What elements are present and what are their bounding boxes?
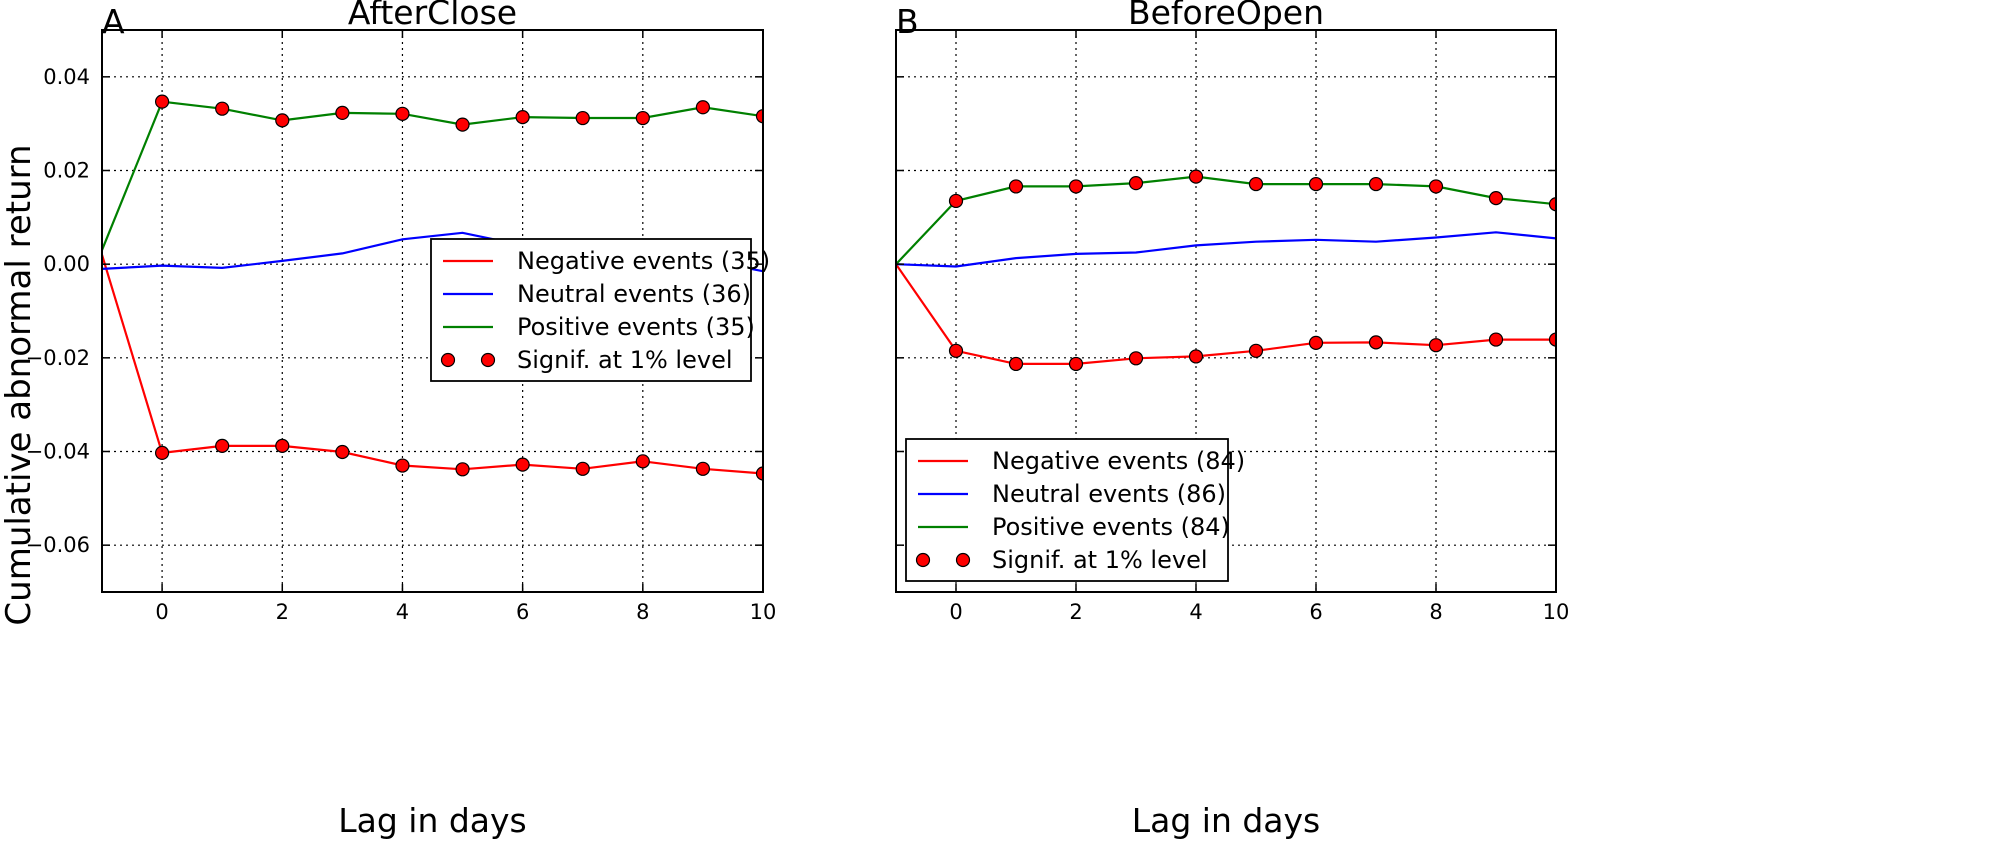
signif-point-positive bbox=[1068, 179, 1084, 194]
signif-point-positive bbox=[1488, 191, 1504, 206]
y-tick-label: −0.02 bbox=[26, 346, 90, 370]
series-line-neutral bbox=[896, 231, 1556, 268]
chart-title: BeforeOpen bbox=[1128, 0, 1324, 32]
y-tick-label: −0.04 bbox=[26, 440, 90, 464]
x-tick-label: 0 bbox=[155, 600, 168, 624]
signif-point-negative bbox=[1068, 356, 1084, 372]
series-line-positive bbox=[896, 175, 1556, 265]
series-line-negative bbox=[896, 263, 1556, 365]
series-line-positive bbox=[102, 100, 763, 251]
legend-marker bbox=[955, 552, 971, 568]
x-tick-label: 4 bbox=[1189, 600, 1202, 624]
x-tick-label: 0 bbox=[949, 600, 962, 624]
signif-point-negative bbox=[1488, 332, 1504, 347]
panel-letter: A bbox=[102, 2, 125, 41]
x-tick-label: 6 bbox=[1309, 600, 1322, 624]
x-tick-label: 8 bbox=[636, 600, 649, 624]
x-tick-label: 4 bbox=[396, 600, 409, 624]
signif-point-negative bbox=[948, 343, 964, 358]
signif-point-positive bbox=[455, 117, 470, 132]
signif-point-positive bbox=[1008, 179, 1024, 194]
legend-marker bbox=[440, 352, 456, 368]
axes-frame bbox=[895, 29, 1557, 593]
signif-point-positive bbox=[948, 193, 964, 209]
legend-box bbox=[430, 238, 752, 382]
x-axis-label: Lag in days bbox=[1132, 801, 1321, 840]
signif-point-negative bbox=[275, 438, 290, 453]
x-tick-label: 8 bbox=[1429, 600, 1442, 624]
x-tick-label: 2 bbox=[276, 600, 289, 624]
x-tick-label: 2 bbox=[1069, 600, 1082, 624]
signif-point-negative bbox=[575, 461, 590, 476]
y-tick-label: −0.06 bbox=[26, 533, 90, 557]
signif-point-negative bbox=[1008, 356, 1024, 372]
legend: Negative events (35) Neutral events (36) P… bbox=[430, 238, 770, 382]
series-line-negative bbox=[102, 254, 763, 475]
y-tick-label: 0.02 bbox=[43, 159, 90, 183]
signif-point-positive bbox=[1368, 176, 1384, 192]
signif-point-negative bbox=[395, 458, 410, 473]
legend-label: Neutral events (36) bbox=[517, 280, 751, 308]
legend-label: Negative events (84) bbox=[992, 447, 1245, 475]
signif-point-positive bbox=[635, 110, 650, 126]
signif-point-positive bbox=[1428, 179, 1444, 194]
signif-point-negative bbox=[1308, 335, 1324, 350]
legend-label: Neutral events (86) bbox=[992, 480, 1226, 508]
signif-point-positive bbox=[575, 110, 590, 126]
signif-point-negative bbox=[1368, 335, 1384, 350]
signif-point-positive bbox=[1548, 197, 1556, 212]
signif-point-negative bbox=[635, 454, 650, 469]
x-tick-label: 10 bbox=[750, 600, 777, 624]
legend-marker bbox=[480, 352, 496, 368]
signif-point-positive bbox=[1248, 176, 1264, 192]
plot-area bbox=[896, 169, 1556, 372]
legend-label: Positive events (84) bbox=[992, 513, 1230, 541]
signif-point-negative bbox=[215, 438, 230, 453]
panel-a: 0 2 4 6 8 10 −0.06 −0.04 −0.02 0.00 0.02 0.04 AfterC… bbox=[26, 0, 777, 840]
signif-point-positive bbox=[1188, 169, 1204, 184]
figure-ylabel: Cumulative abnormal return bbox=[0, 144, 39, 625]
signif-point-negative bbox=[335, 444, 350, 460]
legend: Negative events (84) Neutral events (86) P… bbox=[905, 438, 1245, 582]
signif-point-positive bbox=[1128, 176, 1144, 191]
signif-point-negative bbox=[1428, 338, 1444, 353]
legend-marker bbox=[915, 552, 931, 568]
axes-frame bbox=[101, 29, 764, 593]
signif-point-negative bbox=[515, 457, 530, 472]
signif-point-positive bbox=[335, 105, 350, 120]
x-tick-label: 6 bbox=[516, 600, 529, 624]
legend-label: Positive events (35) bbox=[517, 313, 755, 341]
signif-point-negative bbox=[1188, 349, 1204, 364]
y-tick-label: 0.00 bbox=[43, 252, 90, 276]
signif-point-negative bbox=[1248, 343, 1264, 358]
chart-title: AfterClose bbox=[348, 0, 517, 32]
signif-point-positive bbox=[1308, 176, 1324, 192]
signif-point-negative bbox=[1548, 332, 1556, 347]
signif-point-positive bbox=[154, 94, 170, 109]
signif-point-negative bbox=[695, 461, 711, 476]
signif-point-positive bbox=[755, 109, 763, 124]
legend-label: Signif. at 1% level bbox=[517, 346, 733, 374]
signif-point-negative bbox=[1128, 351, 1144, 366]
legend-label: Negative events (35) bbox=[517, 247, 770, 275]
panel-b: 0 2 4 6 8 10 BeforeOpen B Lag in days Negative ev… bbox=[895, 0, 1570, 840]
legend-label: Signif. at 1% level bbox=[992, 546, 1208, 574]
signif-point-negative bbox=[154, 445, 170, 461]
signif-point-positive bbox=[695, 100, 711, 115]
signif-point-negative bbox=[755, 466, 763, 481]
x-axis-label: Lag in days bbox=[338, 801, 527, 840]
x-tick-label: 10 bbox=[1543, 600, 1570, 624]
y-tick-label: 0.04 bbox=[43, 65, 90, 89]
panel-letter: B bbox=[896, 2, 919, 41]
signif-point-positive bbox=[275, 113, 290, 128]
signif-point-negative bbox=[455, 462, 470, 477]
signif-point-positive bbox=[215, 101, 230, 116]
signif-point-positive bbox=[395, 106, 410, 121]
signif-point-positive bbox=[515, 110, 530, 125]
